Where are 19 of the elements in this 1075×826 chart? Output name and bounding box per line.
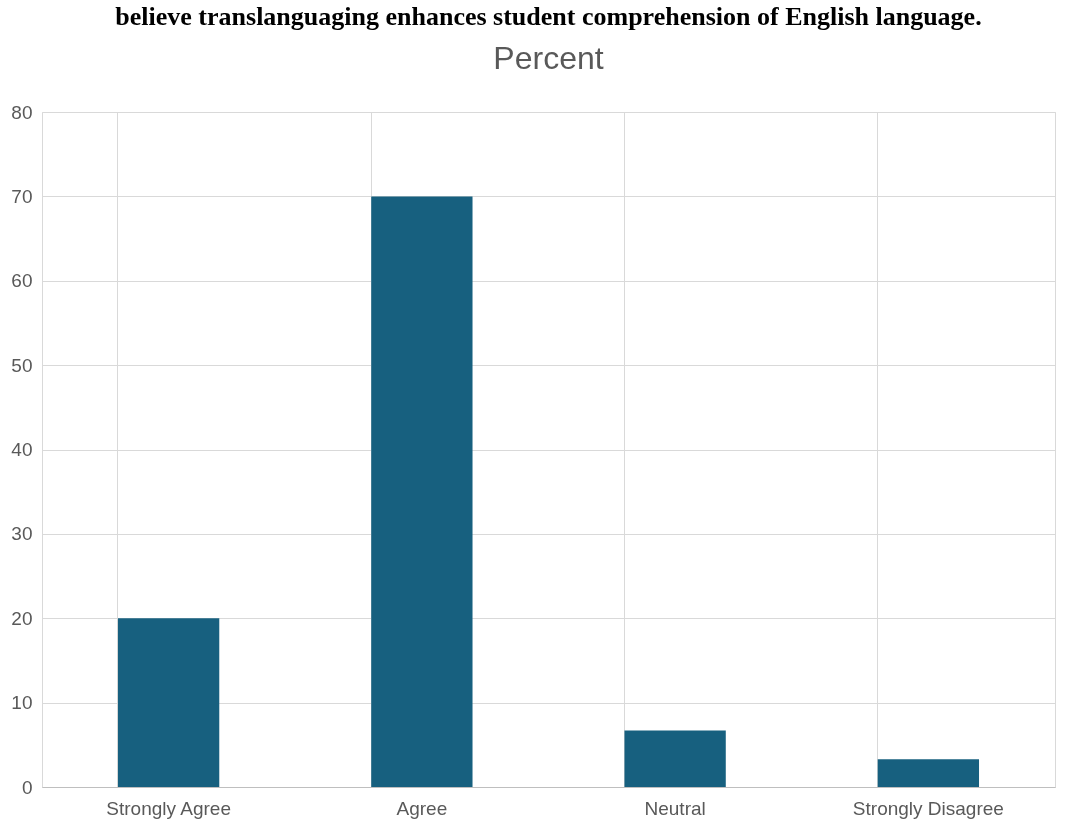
bar (117, 618, 220, 787)
y-tick-label: 50 (11, 354, 33, 376)
y-tick-label: 10 (11, 692, 33, 714)
y-tick-label: 30 (11, 523, 33, 545)
y-tick-label: 0 (21, 776, 33, 798)
bar (624, 730, 726, 787)
bar (877, 759, 980, 787)
x-tick-label: Strongly Disagree (852, 797, 1004, 819)
y-tick-label: 40 (11, 439, 33, 460)
chart-title: believe translanguaging enhances student comprehension of English language. (115, 2, 982, 31)
x-tick-label: Strongly Agree (106, 797, 231, 819)
chart-subtitle: Percent (493, 40, 604, 76)
y-tick-label: 70 (11, 185, 33, 207)
y-tick-label: 20 (11, 607, 33, 629)
y-tick-label: 80 (11, 101, 33, 123)
y-tick-label: 60 (11, 270, 33, 292)
x-tick-label: Agree (396, 797, 448, 819)
x-tick-label: Neutral (644, 797, 706, 819)
bar (371, 196, 473, 787)
